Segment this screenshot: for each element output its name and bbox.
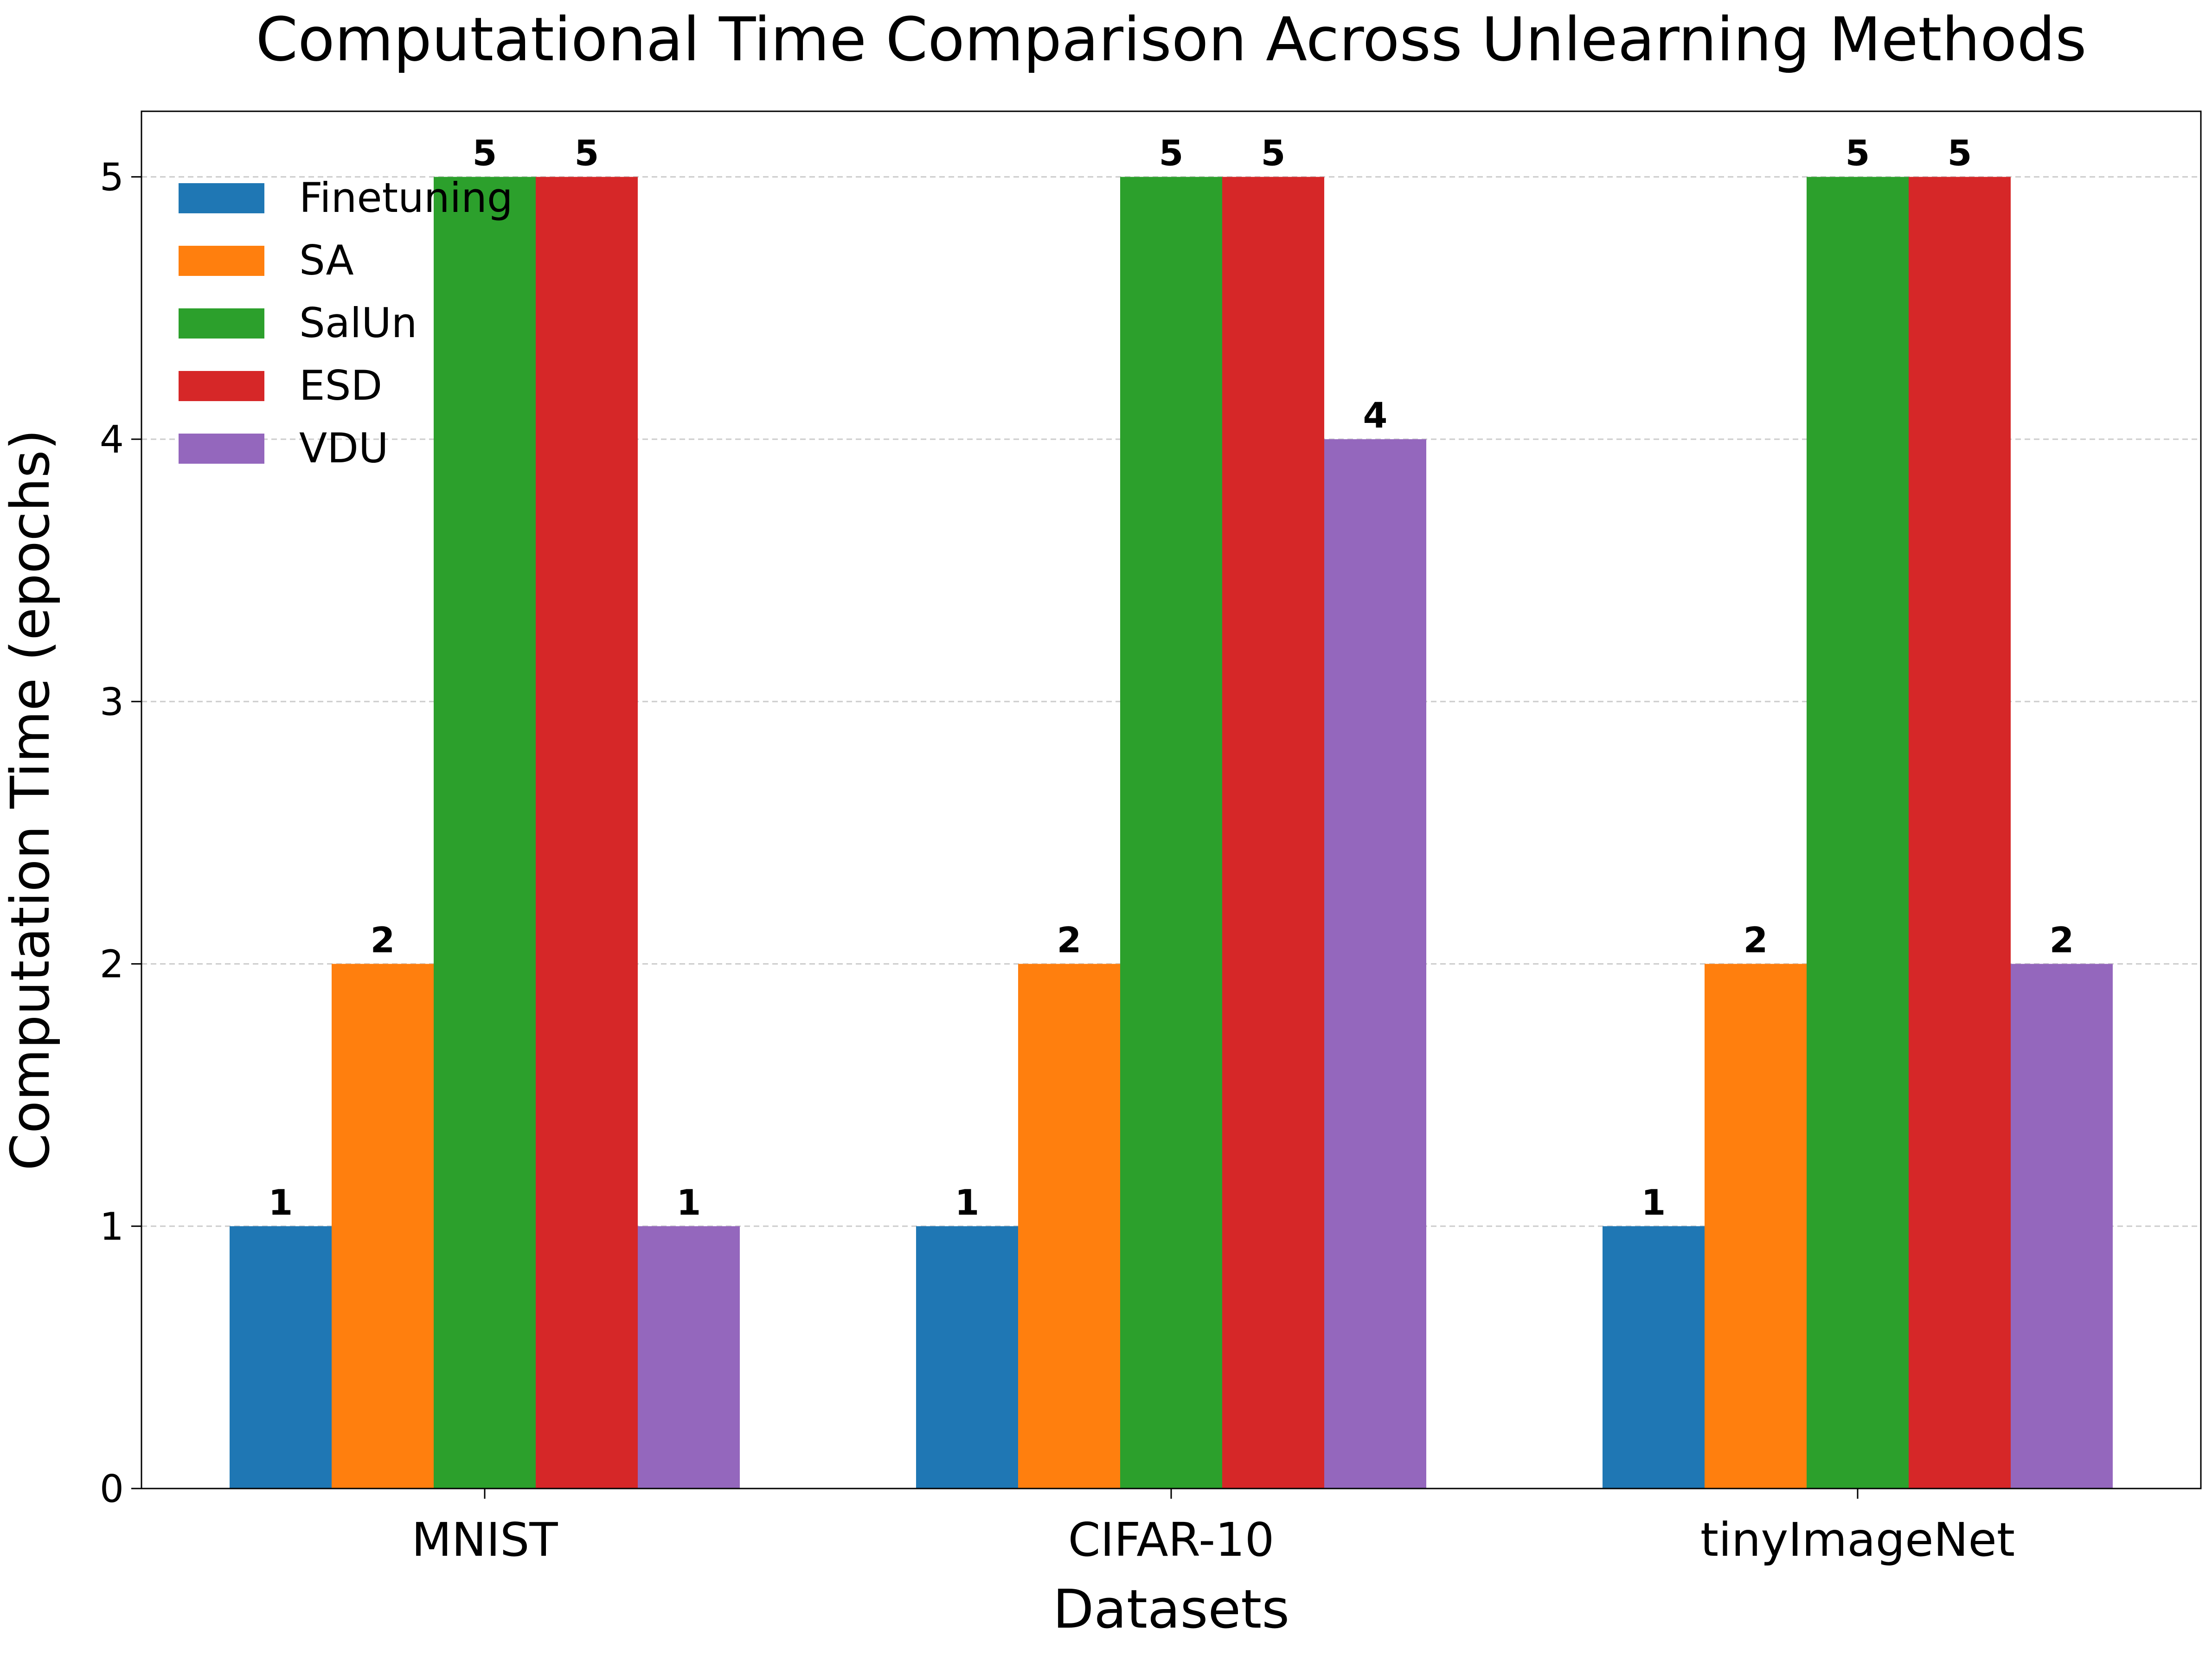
bar-esd-mnist bbox=[536, 177, 638, 1489]
data-label: 1 bbox=[269, 1182, 293, 1223]
x-axis: MNIST CIFAR-10 tinyImageNet bbox=[411, 1489, 2015, 1567]
y-tick-label: 5 bbox=[100, 155, 124, 199]
bar-finetuning-mnist bbox=[230, 1226, 332, 1489]
bar-sa-cifar-10 bbox=[1018, 964, 1120, 1489]
chart-title: Computational Time Comparison Across Unl… bbox=[256, 4, 2086, 75]
data-labels: 1 2 5 5 1 1 2 5 5 4 1 2 5 5 2 bbox=[269, 132, 2074, 1223]
bar-salun-mnist bbox=[434, 177, 536, 1489]
legend: Finetuning SA SalUn ESD VDU bbox=[179, 174, 513, 472]
legend-label: SA bbox=[299, 236, 354, 284]
data-label: 2 bbox=[2050, 920, 2074, 961]
y-tick-label: 3 bbox=[100, 680, 124, 724]
data-label: 1 bbox=[677, 1182, 701, 1223]
bar-esd-tinyimagenet bbox=[1909, 177, 2011, 1489]
data-label: 4 bbox=[1363, 395, 1388, 436]
bar-esd-cifar-10 bbox=[1222, 177, 1324, 1489]
data-label: 2 bbox=[1744, 920, 1768, 961]
bar-finetuning-cifar-10 bbox=[916, 1226, 1018, 1489]
data-label: 2 bbox=[371, 920, 395, 961]
y-axis: 0 1 2 3 4 5 bbox=[100, 155, 141, 1511]
data-label: 5 bbox=[1948, 132, 1972, 173]
data-label: 1 bbox=[1641, 1182, 1666, 1223]
legend-swatch bbox=[179, 308, 264, 339]
data-label: 5 bbox=[575, 132, 599, 173]
data-label: 5 bbox=[1159, 132, 1184, 173]
legend-label: SalUn bbox=[299, 299, 417, 347]
bar-sa-mnist bbox=[332, 964, 434, 1489]
legend-swatch bbox=[179, 183, 264, 213]
legend-label: ESD bbox=[299, 362, 382, 409]
data-label: 2 bbox=[1057, 920, 1082, 961]
legend-swatch bbox=[179, 371, 264, 401]
bar-salun-tinyimagenet bbox=[1807, 177, 1909, 1489]
x-axis-label: Datasets bbox=[1053, 1578, 1289, 1641]
data-label: 1 bbox=[955, 1182, 980, 1223]
y-tick-label: 4 bbox=[100, 418, 124, 462]
y-tick-label: 1 bbox=[100, 1205, 124, 1249]
data-label: 5 bbox=[1846, 132, 1870, 173]
x-tick-label: CIFAR-10 bbox=[1068, 1513, 1275, 1567]
bar-vdu-cifar-10 bbox=[1324, 439, 1426, 1489]
data-label: 5 bbox=[473, 132, 497, 173]
bar-vdu-tinyimagenet bbox=[2011, 964, 2113, 1489]
y-tick-label: 2 bbox=[100, 943, 124, 987]
x-tick-label: MNIST bbox=[411, 1513, 558, 1567]
y-tick-label: 0 bbox=[100, 1467, 124, 1511]
legend-label: VDU bbox=[299, 424, 388, 472]
x-tick-label: tinyImageNet bbox=[1700, 1513, 2015, 1567]
bar-salun-cifar-10 bbox=[1120, 177, 1222, 1489]
bar-finetuning-tinyimagenet bbox=[1603, 1226, 1705, 1489]
legend-swatch bbox=[179, 434, 264, 464]
data-label: 5 bbox=[1261, 132, 1286, 173]
bar-sa-tinyimagenet bbox=[1705, 964, 1807, 1489]
bars bbox=[230, 177, 2113, 1489]
bar-vdu-mnist bbox=[638, 1226, 740, 1489]
legend-swatch bbox=[179, 246, 264, 276]
legend-label: Finetuning bbox=[299, 174, 513, 222]
y-axis-label: Computation Time (epochs) bbox=[0, 429, 62, 1171]
